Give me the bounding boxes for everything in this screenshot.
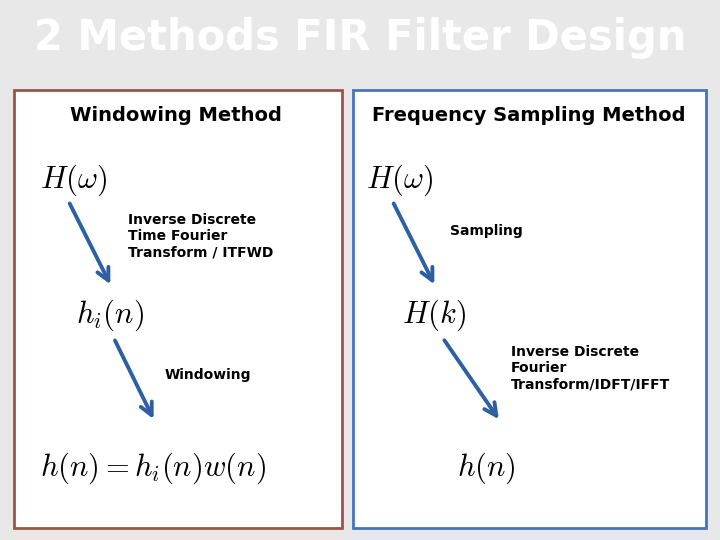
Text: $h(n) = h_i(n)w(n)$: $h(n) = h_i(n)w(n)$ xyxy=(40,450,266,486)
Text: Frequency Sampling Method: Frequency Sampling Method xyxy=(372,106,686,125)
Text: 2 Methods FIR Filter Design: 2 Methods FIR Filter Design xyxy=(34,17,686,59)
FancyBboxPatch shape xyxy=(353,90,706,528)
Text: Inverse Discrete
Time Fourier
Transform / ITFWD: Inverse Discrete Time Fourier Transform … xyxy=(128,213,274,259)
Text: Windowing: Windowing xyxy=(164,368,251,382)
Text: $h_i(n)$: $h_i(n)$ xyxy=(76,297,143,333)
Text: $H(k)$: $H(k)$ xyxy=(402,297,466,333)
Text: Inverse Discrete
Fourier
Transform/IDFT/IFFT: Inverse Discrete Fourier Transform/IDFT/… xyxy=(511,345,670,392)
Text: $H(\omega)$: $H(\omega)$ xyxy=(366,163,433,198)
FancyBboxPatch shape xyxy=(14,90,342,528)
Text: $h(n)$: $h(n)$ xyxy=(457,450,516,486)
Text: Sampling: Sampling xyxy=(450,224,523,238)
Text: $H(\omega)$: $H(\omega)$ xyxy=(40,163,107,198)
Text: Windowing Method: Windowing Method xyxy=(71,106,282,125)
